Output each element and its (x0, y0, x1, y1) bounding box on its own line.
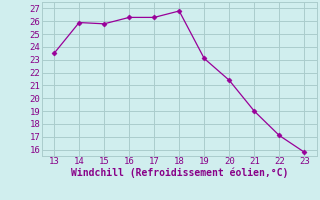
X-axis label: Windchill (Refroidissement éolien,°C): Windchill (Refroidissement éolien,°C) (70, 168, 288, 178)
